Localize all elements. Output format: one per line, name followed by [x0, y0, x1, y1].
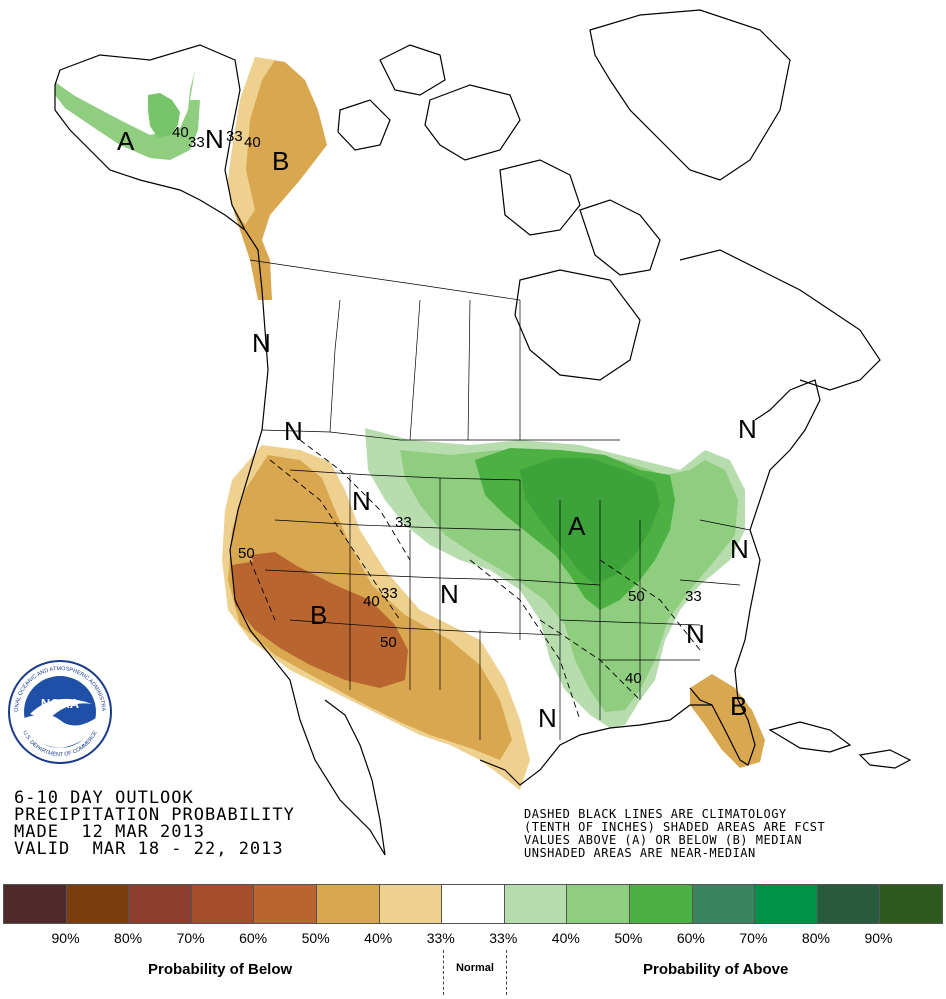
- contour-label: 50: [380, 634, 397, 651]
- contour-label: 40: [625, 670, 642, 687]
- map-notes: DASHED BLACK LINES ARE CLIMATOLOGY (TENTH…: [524, 808, 825, 860]
- below-legend-label: Probability of Below: [148, 961, 293, 978]
- legend-swatch: [4, 885, 67, 923]
- plains-normal-label: N: [440, 579, 459, 609]
- contour-label: 33: [226, 128, 243, 145]
- contour-label: 50: [238, 545, 255, 562]
- above-legend-label: Probability of Above: [643, 961, 789, 978]
- continent-outlines: [54, 9, 912, 856]
- canada-below-inner: [248, 78, 305, 200]
- alaska-above-area: [55, 70, 200, 160]
- contour-label: 40: [244, 134, 261, 151]
- legend-percent-label: 33%: [489, 930, 518, 946]
- note-line-3: VALUES ABOVE (A) OR BELOW (B) MEDIAN: [524, 833, 803, 847]
- legend-swatch: [880, 885, 942, 923]
- legend-percent-label: 50%: [614, 930, 643, 946]
- legend-swatch: [442, 885, 505, 923]
- texas-normal-label: N: [538, 703, 557, 733]
- legend-swatch: [254, 885, 317, 923]
- alaska-normal-label: N: [205, 124, 224, 154]
- legend-swatch: [129, 885, 192, 923]
- atlantic-normal-label: N: [730, 534, 749, 564]
- legend-percent-label: 40%: [551, 930, 580, 946]
- normal-legend-box: Normal: [443, 950, 507, 995]
- title-line-4: VALID MAR 18 - 22, 2013: [14, 839, 284, 859]
- legend-swatch: [66, 885, 130, 923]
- political-boundaries: [249, 259, 751, 740]
- southwest-below-50: [232, 560, 408, 688]
- alaska-above-inner: [148, 93, 180, 138]
- title-line-1: 6-10 DAY OUTLOOK: [14, 788, 194, 808]
- florida-below-label: B: [730, 691, 747, 721]
- title-line-3: MADE 12 MAR 2013: [14, 822, 205, 842]
- legend-percent-label: 60%: [239, 930, 268, 946]
- probability-legend-percents: 90% 80% 70% 60% 50% 40% 33% 33% 40% 50% 60% 70% 80% 9…: [3, 930, 941, 948]
- canada-below-edge: [228, 57, 275, 225]
- contour-label: 33: [381, 585, 398, 602]
- legend-percent-label: 90%: [864, 930, 893, 946]
- east-above-60: [520, 458, 660, 585]
- probability-legend-bar: [3, 884, 943, 924]
- legend-swatch: [504, 885, 568, 923]
- legend-percent-label: 60%: [676, 930, 705, 946]
- note-line-4: UNSHADED AREAS ARE NEAR-MEDIAN: [524, 846, 756, 860]
- climatology-lines: [249, 439, 701, 721]
- noaa-logo-text: NOAA: [41, 696, 80, 711]
- legend-swatch: [629, 885, 693, 923]
- contour-label: 33: [685, 588, 702, 605]
- legend-percent-label: 90%: [51, 930, 80, 946]
- bc-normal-label: N: [252, 328, 271, 358]
- pnw-normal-label: N: [284, 416, 303, 446]
- legend-percent-label: 50%: [301, 930, 330, 946]
- southwest-below-label: B: [310, 600, 327, 630]
- legend-swatch: [817, 885, 881, 923]
- contour-label: 33: [395, 514, 412, 531]
- outlook-title: 6-10 DAY OUTLOOK PRECIPITATION PROBABILIT…: [14, 790, 295, 858]
- legend-percent-label: 80%: [114, 930, 143, 946]
- legend-percent-label: 70%: [739, 930, 768, 946]
- canada-below-label: B: [272, 146, 289, 176]
- legend-percent-label: 40%: [364, 930, 393, 946]
- carolina-normal-label: N: [686, 619, 705, 649]
- note-line-2: (TENTH OF INCHES) SHADED AREAS ARE FCST: [524, 820, 826, 834]
- alaska-above-label: A: [117, 126, 135, 156]
- contour-label: 33: [188, 134, 205, 151]
- legend-percent-label: 80%: [801, 930, 830, 946]
- contour-label: 40: [363, 593, 380, 610]
- legend-swatch: [692, 885, 756, 923]
- northeast-normal-label: N: [738, 414, 757, 444]
- legend-swatch: [379, 885, 443, 923]
- legend-swatch: [316, 885, 380, 923]
- southwest-below-50b: [250, 552, 340, 600]
- florida-below-area: [690, 674, 765, 768]
- midwest-above-label: A: [568, 511, 586, 541]
- legend-percent-label: 33%: [426, 930, 455, 946]
- legend-swatch: [191, 885, 255, 923]
- noaa-logo: NOAA NATIONAL OCEANIC AND ATMOSPHERIC AD…: [8, 660, 112, 764]
- idaho-normal-label: N: [352, 486, 371, 516]
- title-line-2: PRECIPITATION PROBABILITY: [14, 805, 295, 825]
- legend-percent-label: 70%: [176, 930, 205, 946]
- outlook-map: A N B N N N N A N N N N B B 40 33 33 40 …: [54, 9, 912, 856]
- legend-swatch: [755, 885, 818, 923]
- contour-label: 50: [628, 588, 645, 605]
- note-line-1: DASHED BLACK LINES ARE CLIMATOLOGY: [524, 807, 787, 821]
- contour-label: 40: [172, 124, 189, 141]
- normal-legend-label: Normal: [456, 962, 494, 974]
- legend-swatch: [567, 885, 630, 923]
